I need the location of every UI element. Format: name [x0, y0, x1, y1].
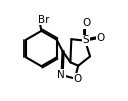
Text: N: N	[57, 70, 65, 80]
Text: S: S	[82, 35, 89, 45]
Text: O: O	[73, 74, 81, 84]
Text: O: O	[97, 33, 105, 43]
Text: Br: Br	[38, 15, 50, 25]
Text: O: O	[82, 18, 90, 28]
